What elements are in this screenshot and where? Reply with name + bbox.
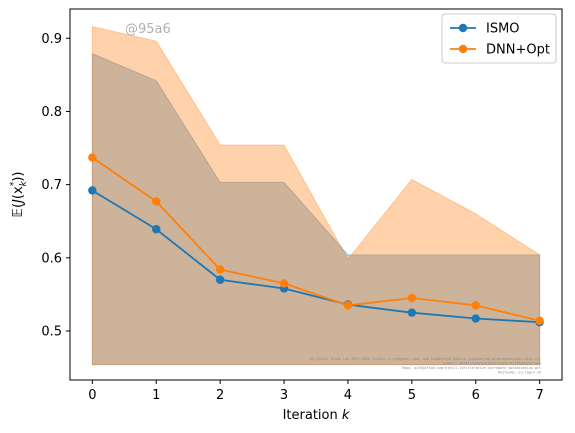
band-ismo xyxy=(91,52,541,366)
line-ismo xyxy=(91,189,540,324)
x-axis-label: Iteration k xyxy=(283,408,350,423)
point-ismo xyxy=(407,308,417,317)
point-dnn-opt xyxy=(407,293,417,303)
legend-box xyxy=(441,13,557,64)
credit-line: By Kjetil Olsen Lye 2019-2020 (kjetil.o.… xyxy=(310,357,541,361)
credit-line: Repo: git@github.com:kjetil-lye/iterativ… xyxy=(402,366,541,370)
credit-line: Hostname: eu-login-19 xyxy=(498,371,541,375)
x-tick-label: 5 xyxy=(408,388,416,403)
legend-marker-dnn-opt xyxy=(458,44,468,54)
point-dnn-opt xyxy=(88,153,97,162)
line-dnn-opt xyxy=(91,156,540,322)
legend-marker-ismo xyxy=(458,23,468,33)
y-tick-label: 0.7 xyxy=(41,178,62,193)
x-axis-ticks: 0 1 2 3 4 5 6 7 xyxy=(88,380,544,403)
watermark: @95a6 xyxy=(125,22,171,37)
x-tick-label: 7 xyxy=(535,388,543,403)
y-tick-label: 0.9 xyxy=(41,32,62,47)
y-tick-label: 0.6 xyxy=(41,251,62,266)
point-dnn-opt xyxy=(279,279,289,288)
y-tick-label: 0.5 xyxy=(41,324,62,339)
x-tick-label: 1 xyxy=(152,388,160,403)
point-dnn-opt xyxy=(535,316,544,325)
point-dnn-opt xyxy=(215,265,225,274)
point-ismo xyxy=(88,186,97,195)
point-ismo xyxy=(215,275,225,284)
x-tick-label: 4 xyxy=(344,388,352,403)
legend-label-ismo: ISMO xyxy=(486,22,520,37)
x-tick-label: 6 xyxy=(472,388,480,403)
x-tick-label: 2 xyxy=(216,388,224,403)
credit-text: By Kjetil Olsen Lye 2019-2020 (kjetil.o.… xyxy=(310,357,541,375)
legend-label-dnn-opt: DNN+Opt xyxy=(486,43,550,58)
point-ismo xyxy=(471,314,480,323)
y-axis-label: 𝔼(J(xk*)) xyxy=(9,171,29,217)
x-tick-label: 0 xyxy=(88,388,96,403)
y-axis-ticks: 0.5 0.6 0.7 0.8 0.9 xyxy=(41,32,70,339)
point-dnn-opt xyxy=(343,301,353,310)
point-dnn-opt xyxy=(152,197,161,206)
confidence-bands xyxy=(91,25,541,366)
credit-line: Commit: 95a6f1ed3a3e9c8b7f13347bf77fd5b8… xyxy=(443,362,541,366)
point-ismo xyxy=(152,225,161,234)
band-dnn-opt xyxy=(91,25,541,366)
y-tick-label: 0.8 xyxy=(41,105,62,120)
axes-frame xyxy=(69,8,563,381)
series-lines xyxy=(88,153,544,327)
x-tick-label: 3 xyxy=(280,388,288,403)
legend: ISMO DNN+Opt xyxy=(441,13,557,64)
point-dnn-opt xyxy=(471,301,480,310)
